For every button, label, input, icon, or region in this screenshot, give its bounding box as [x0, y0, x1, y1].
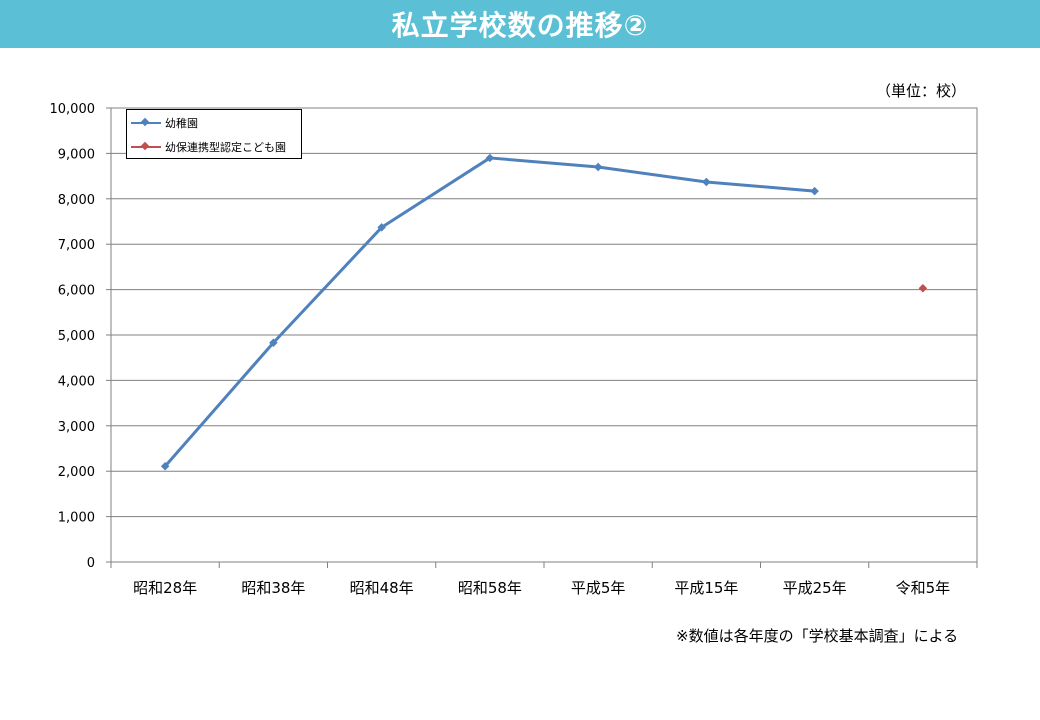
unit-label: （単位：校）	[876, 82, 967, 100]
y-tick-label: 8,000	[58, 193, 95, 208]
y-tick-label: 3,000	[58, 420, 95, 435]
x-tick-label: 平成25年	[783, 579, 847, 597]
x-tick-label: 平成5年	[571, 579, 626, 597]
x-tick-label: 昭和38年	[241, 579, 305, 597]
y-tick-label: 7,000	[58, 238, 95, 253]
chart-legend: 幼稚園 幼保連携型認定こども園	[126, 109, 302, 159]
y-tick-label: 1,000	[58, 511, 95, 526]
y-tick-label: 4,000	[58, 374, 95, 389]
legend-item-kindergarten: 幼稚園	[131, 114, 198, 132]
y-tick-label: 2,000	[58, 465, 95, 480]
legend-line-icon	[131, 117, 161, 127]
y-tick-label: 0	[87, 556, 95, 571]
x-tick-label: 昭和28年	[133, 579, 197, 597]
legend-label: 幼保連携型認定こども園	[165, 141, 286, 154]
title-bar: 私立学校数の推移②	[0, 0, 1040, 48]
y-tick-label: 6,000	[58, 284, 95, 299]
legend-marker-icon	[140, 141, 150, 151]
y-tick-label: 10,000	[50, 102, 96, 117]
data-point	[269, 338, 278, 347]
x-tick-label: 昭和48年	[350, 579, 414, 597]
legend-line-icon	[131, 141, 161, 151]
x-tick-label: 平成15年	[674, 579, 738, 597]
legend-item-certified-center: 幼保連携型認定こども園	[131, 138, 286, 156]
data-point	[160, 461, 170, 471]
x-tick-label: 昭和58年	[458, 579, 522, 597]
page-title: 私立学校数の推移②	[391, 9, 649, 42]
y-tick-label: 9,000	[58, 147, 95, 162]
data-point	[377, 223, 386, 232]
data-point	[485, 153, 495, 163]
y-tick-label: 5,000	[58, 329, 95, 344]
x-tick-label: 令和5年	[896, 579, 951, 597]
source-note: ※数値は各年度の「学校基本調査」による	[676, 627, 959, 645]
data-point	[918, 283, 928, 293]
legend-marker-icon	[140, 117, 150, 127]
legend-label: 幼稚園	[165, 117, 198, 130]
